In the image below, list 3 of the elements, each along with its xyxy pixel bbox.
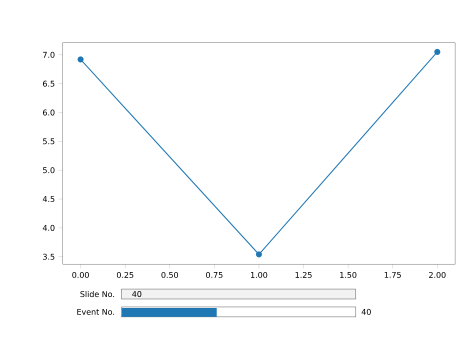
point bbox=[256, 252, 262, 258]
point bbox=[434, 49, 440, 56]
point bbox=[78, 56, 84, 63]
